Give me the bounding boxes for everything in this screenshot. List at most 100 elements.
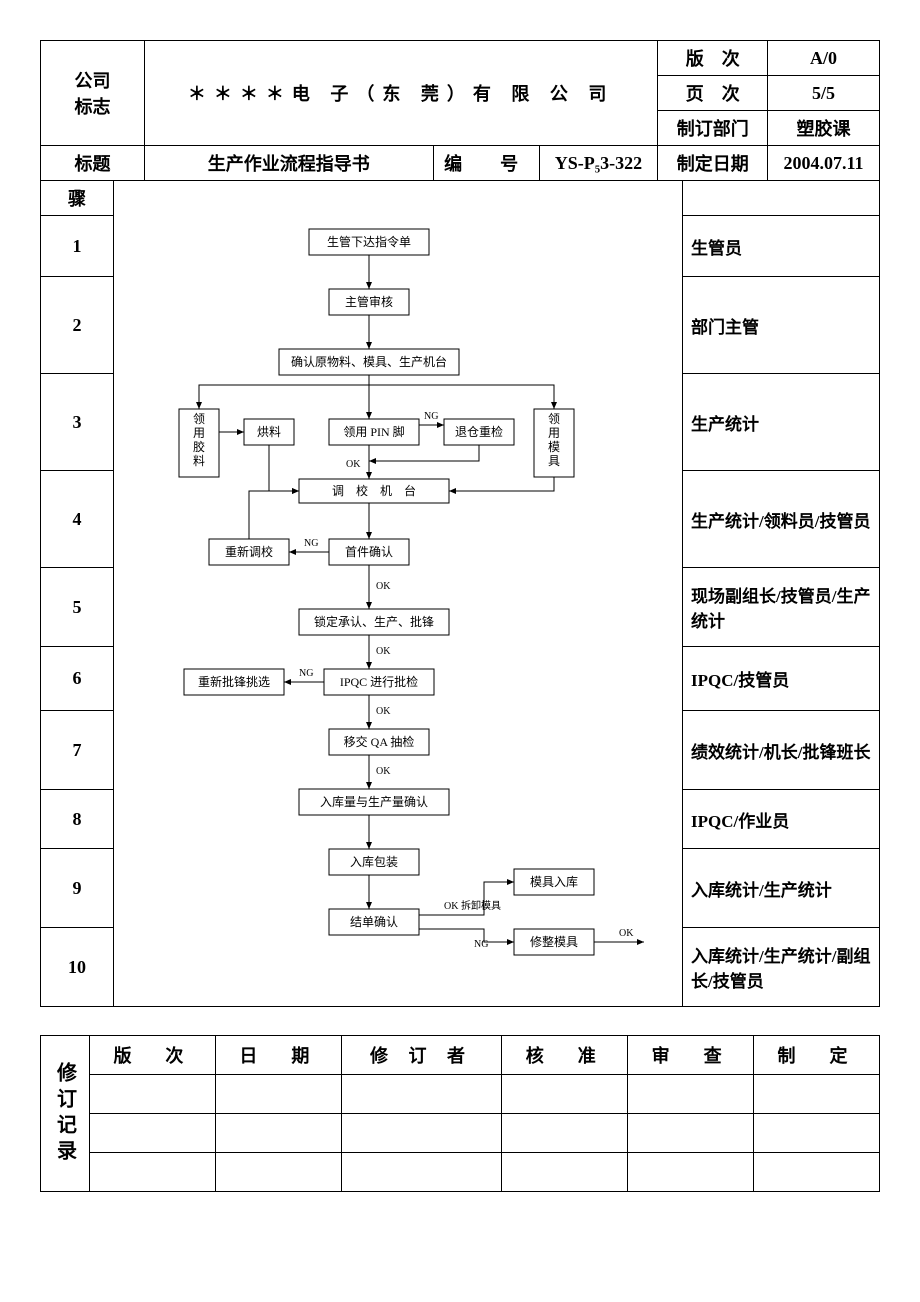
svg-text:入库量与生产量确认: 入库量与生产量确认 <box>320 794 428 809</box>
rev-cell <box>341 1114 501 1153</box>
svg-text:重新调校: 重新调校 <box>225 544 273 559</box>
revision-table: 修订记录 版 次 日 期 修 订 者 核 准 审 查 制 定 <box>40 1035 880 1192</box>
svg-text:重新批锋挑选: 重新批锋挑选 <box>198 674 270 689</box>
svg-text:模具入库: 模具入库 <box>530 874 578 889</box>
revision-label: 修订记录 <box>41 1036 90 1192</box>
rev-col-make: 制 定 <box>754 1036 880 1075</box>
svg-text:结单确认: 结单确认 <box>350 915 398 929</box>
title-label: 标题 <box>41 146 145 181</box>
responsible-header <box>683 181 880 216</box>
page-label: 页 次 <box>658 76 768 111</box>
step-num: 9 <box>41 849 114 928</box>
svg-text:NG: NG <box>424 411 438 422</box>
rev-cell <box>502 1075 628 1114</box>
svg-text:领用 PIN 脚: 领用 PIN 脚 <box>343 424 404 439</box>
rev-cell <box>628 1114 754 1153</box>
rev-cell <box>90 1075 216 1114</box>
svg-text:调 校 机 台: 调 校 机 台 <box>332 483 416 498</box>
rev-col-reviser: 修 订 者 <box>341 1036 501 1075</box>
step-responsible: 入库统计/生产统计/副组长/技管员 <box>683 928 880 1007</box>
step-num: 4 <box>41 471 114 568</box>
page-value: 5/5 <box>768 76 880 111</box>
svg-text:移交 QA 抽检: 移交 QA 抽检 <box>344 734 415 749</box>
flowchart-svg: 生管下达指令单主管审核确认原物料、模具、生产机台领用胶料烘料领用 PIN 脚退仓… <box>114 209 674 979</box>
svg-text:料: 料 <box>193 454 205 468</box>
step-responsible: 绩效统计/机长/批锋班长 <box>683 711 880 790</box>
svg-text:入库包装: 入库包装 <box>350 854 398 869</box>
step-responsible: IPQC/技管员 <box>683 647 880 711</box>
svg-text:OK: OK <box>346 459 361 470</box>
rev-cell <box>90 1153 216 1192</box>
svg-text:修整模具: 修整模具 <box>530 934 578 949</box>
svg-text:烘料: 烘料 <box>257 425 281 439</box>
svg-text:退仓重检: 退仓重检 <box>455 424 503 439</box>
svg-text:OK: OK <box>376 646 391 657</box>
step-responsible: 生产统计/领料员/技管员 <box>683 471 880 568</box>
rev-cell <box>628 1075 754 1114</box>
svg-text:OK 拆卸模具: OK 拆卸模具 <box>444 899 501 912</box>
version-value: A/0 <box>768 41 880 76</box>
rev-cell <box>502 1153 628 1192</box>
rev-cell <box>754 1153 880 1192</box>
step-num: 2 <box>41 277 114 374</box>
rev-cell <box>754 1114 880 1153</box>
step-num: 6 <box>41 647 114 711</box>
date-label: 制定日期 <box>658 146 768 181</box>
svg-text:锁定承认、生产、批锋: 锁定承认、生产、批锋 <box>314 614 434 629</box>
rev-col-approve: 核 准 <box>502 1036 628 1075</box>
step-responsible: 现场副组长/技管员/生产统计 <box>683 568 880 647</box>
rev-cell <box>341 1075 501 1114</box>
svg-text:OK: OK <box>376 706 391 717</box>
date-value: 2004.07.11 <box>768 146 880 181</box>
rev-cell <box>215 1075 341 1114</box>
logo-line1: 公司 <box>74 71 110 91</box>
step-num: 7 <box>41 711 114 790</box>
company-name: ＊＊＊＊电 子（东 莞）有 限 公 司 <box>144 41 657 146</box>
svg-text:NG: NG <box>299 668 313 679</box>
svg-text:主管审核: 主管审核 <box>345 294 393 309</box>
svg-text:模: 模 <box>548 440 560 454</box>
header-table: 公司 标志 ＊＊＊＊电 子（东 莞）有 限 公 司 版 次 A/0 页 次 5/… <box>40 40 880 181</box>
svg-text:NG: NG <box>304 538 318 549</box>
rev-cell <box>754 1075 880 1114</box>
step-responsible: 入库统计/生产统计 <box>683 849 880 928</box>
svg-text:用: 用 <box>193 426 205 440</box>
step-num: 5 <box>41 568 114 647</box>
rev-cell <box>628 1153 754 1192</box>
svg-text:领: 领 <box>548 412 560 426</box>
svg-text:具: 具 <box>548 454 560 468</box>
step-num: 10 <box>41 928 114 1007</box>
svg-text:生管下达指令单: 生管下达指令单 <box>327 234 411 249</box>
dept-label: 制订部门 <box>658 111 768 146</box>
step-num: 1 <box>41 216 114 277</box>
rev-col-date: 日 期 <box>215 1036 341 1075</box>
svg-text:确认原物料、模具、生产机台: 确认原物料、模具、生产机台 <box>291 354 447 369</box>
step-num: 8 <box>41 790 114 849</box>
svg-text:用: 用 <box>548 426 560 440</box>
rev-cell <box>90 1114 216 1153</box>
rev-cell <box>215 1153 341 1192</box>
step-responsible: 生产统计 <box>683 374 880 471</box>
svg-text:NG: NG <box>474 939 488 950</box>
svg-text:IPQC 进行批检: IPQC 进行批检 <box>340 674 418 689</box>
step-responsible: 部门主管 <box>683 277 880 374</box>
flowchart-cell: 生管下达指令单主管审核确认原物料、模具、生产机台领用胶料烘料领用 PIN 脚退仓… <box>114 181 683 1007</box>
svg-text:OK: OK <box>619 928 634 939</box>
svg-text:胶: 胶 <box>193 439 205 454</box>
step-responsible: IPQC/作业员 <box>683 790 880 849</box>
rev-cell <box>215 1114 341 1153</box>
logo-line2: 标志 <box>74 97 110 117</box>
svg-text:OK: OK <box>376 766 391 777</box>
rev-cell <box>502 1114 628 1153</box>
svg-text:首件确认: 首件确认 <box>345 545 393 559</box>
title-value: 生产作业流程指导书 <box>144 146 433 181</box>
step-num: 3 <box>41 374 114 471</box>
number-value: YS-P₅3-322 <box>539 146 658 181</box>
company-logo: 公司 标志 <box>41 41 145 146</box>
svg-text:领: 领 <box>193 412 205 426</box>
rev-col-review: 审 查 <box>628 1036 754 1075</box>
step-responsible: 生管员 <box>683 216 880 277</box>
rev-col-version: 版 次 <box>90 1036 216 1075</box>
svg-text:OK: OK <box>376 581 391 592</box>
number-label: 编 号 <box>433 146 539 181</box>
